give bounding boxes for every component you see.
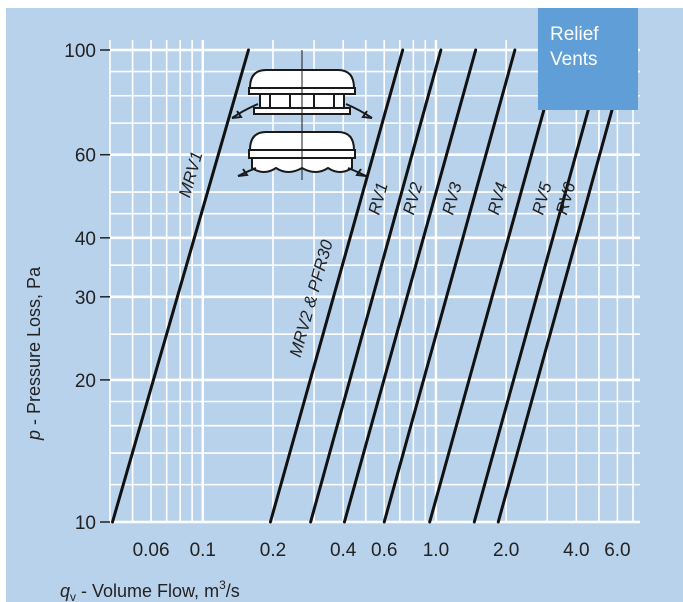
y-tick-labels: 10 20 30 40 60 100 (64, 41, 110, 534)
y-tick-label: 60 (75, 146, 96, 167)
y-tick-label: 20 (75, 371, 96, 392)
series-line (309, 48, 443, 524)
x-tick-label: 0.4 (330, 540, 357, 561)
x-tick-label: 0.06 (133, 540, 170, 561)
series-line (382, 48, 517, 524)
series-line (496, 48, 631, 524)
x-tick-label: 1.0 (423, 540, 449, 561)
x-tick-label: 6.0 (604, 540, 630, 561)
series-line (342, 48, 478, 524)
series-lines (111, 48, 631, 524)
series-line (111, 48, 250, 524)
series-line (472, 48, 607, 524)
series-label: RV6 (552, 180, 579, 217)
y-tick-label: 100 (64, 41, 96, 62)
y-axis-title: p - Pressure Loss, Pa (24, 266, 44, 441)
x-tick-label: 4.0 (563, 540, 589, 561)
x-tick-label: 2.0 (493, 540, 519, 561)
x-tick-label: 0.6 (371, 540, 397, 561)
relief-vent-bottom-icon (237, 120, 367, 180)
x-tick-label: 0.1 (190, 540, 216, 561)
y-tick-label: 10 (75, 513, 96, 534)
y-tick-label: 40 (75, 229, 96, 250)
vent-illustrations (231, 50, 373, 180)
y-tick-label: 30 (75, 288, 96, 309)
series-line (268, 48, 405, 524)
x-tick-labels: 0.06 0.1 0.2 0.4 0.6 1.0 2.0 4.0 6.0 (133, 540, 631, 561)
relief-vent-top-icon (231, 50, 373, 128)
badge-title: Relief Vents (550, 24, 599, 70)
series-label: RV1 (365, 180, 392, 217)
series-label: RV4 (484, 180, 511, 217)
x-axis-title: qv - Volume Flow, m3/s (60, 578, 240, 602)
grid (109, 40, 640, 524)
series-label: RV3 (439, 180, 466, 217)
relief-vents-badge: Relief Vents (538, 8, 638, 110)
series-label: MRV2 & PFR30 (286, 237, 337, 359)
x-tick-label: 0.2 (260, 540, 286, 561)
series-line (428, 48, 562, 524)
